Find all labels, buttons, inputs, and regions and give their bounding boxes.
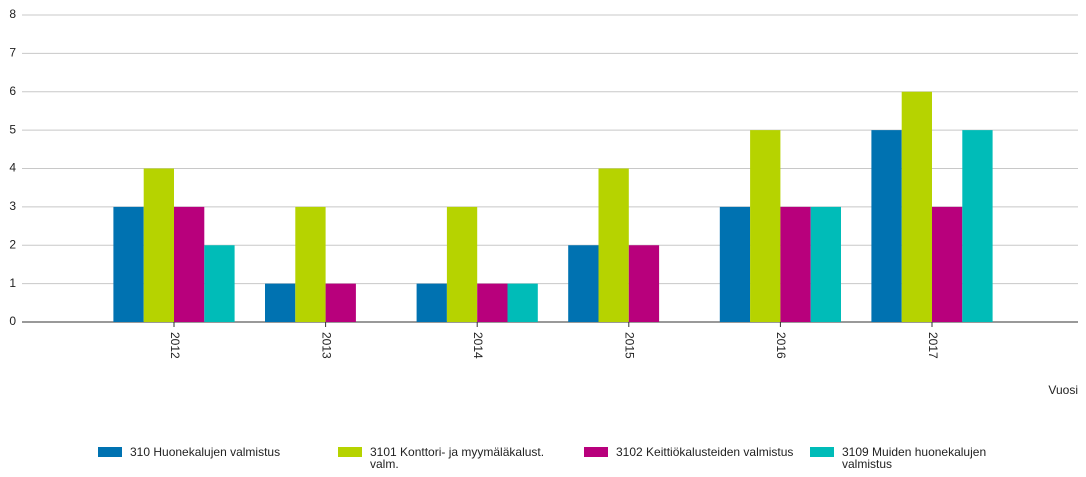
x-axis-label: Vuosi [1048,383,1078,397]
legend-swatch [810,447,834,457]
legend-item: 3109 Muiden huonekalujen valmistus [810,446,1010,470]
x-tick-label: 2016 [774,332,788,359]
bar [477,283,508,322]
legend-label: 3101 Konttori- ja myymäläkalust. valm. [370,445,545,471]
y-tick-label: 0 [9,314,16,328]
bar [295,206,326,322]
bar [507,283,538,322]
bar [416,283,447,322]
bar [446,206,478,322]
bar [568,245,599,322]
legend-label: 3102 Keittiökalusteiden valmistus [616,445,794,459]
legend-swatch [584,447,608,457]
y-tick-label: 6 [9,84,16,98]
x-tick-label: 2017 [926,332,940,359]
legend-item: 3101 Konttori- ja myymäläkalust. valm. [338,446,574,470]
bar [810,206,841,322]
y-tick-label: 1 [9,276,16,290]
bar [962,130,993,322]
bar [204,245,235,322]
legend-item: 3102 Keittiökalusteiden valmistus [584,446,800,470]
bar [901,91,932,322]
x-tick-label: 2012 [168,332,182,359]
bar [932,206,963,322]
bar [113,206,144,322]
y-tick-label: 8 [9,7,16,21]
y-tick-label: 3 [9,199,16,213]
y-tick-label: 7 [9,46,16,60]
legend-item: 310 Huonekalujen valmistus [98,446,328,470]
legend-label: 3109 Muiden huonekalujen valmistus [842,445,987,471]
x-tick-label: 2013 [319,332,333,359]
bar [871,130,902,322]
legend-swatch [98,447,122,457]
legend: 310 Huonekalujen valmistus 3101 Konttori-… [98,446,1020,470]
bar [174,206,205,322]
y-tick-label: 5 [9,122,16,136]
legend-label: 310 Huonekalujen valmistus [130,445,281,459]
bar [325,283,356,322]
legend-swatch [338,447,362,457]
bar [598,168,629,322]
bar [265,283,296,322]
x-tick-label: 2014 [471,332,485,359]
bar [750,130,781,322]
y-tick-label: 4 [9,161,16,175]
chart: Vuosi 0 1 2 3 4 5 6 7 8 2012 2013 2014 2015 2016 2017 [9,7,1078,397]
y-tick-label: 2 [9,237,16,251]
x-tick-label: 2015 [623,332,637,359]
bar [143,168,174,322]
bar [780,206,811,322]
bar [628,245,660,322]
bar [719,206,751,322]
